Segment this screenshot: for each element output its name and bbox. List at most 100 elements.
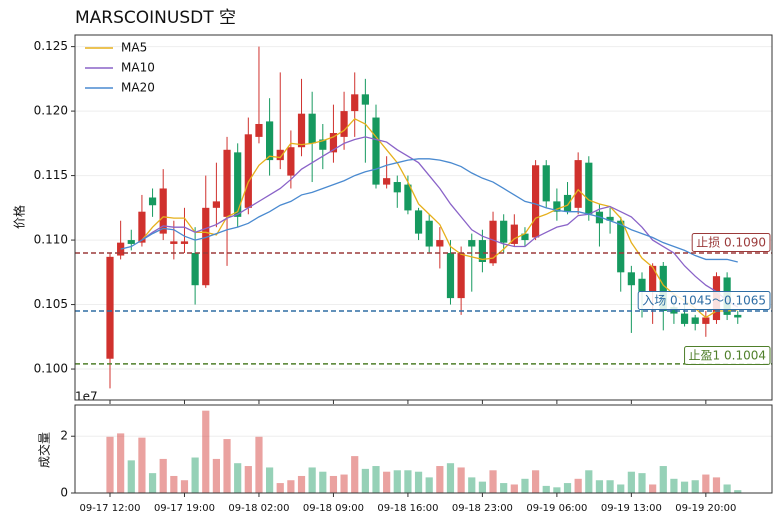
candle-body [244, 134, 252, 208]
candle-body [489, 220, 497, 264]
x-tick-label: 09-17 19:00 [154, 503, 215, 514]
candle-body [223, 149, 231, 217]
reference-label: 止盈1 0.1004 [684, 346, 771, 365]
y-tick-label: 0.100 [34, 362, 68, 376]
volume-bar [393, 470, 401, 493]
legend-label: MA10 [121, 61, 155, 75]
volume-bar [340, 474, 348, 493]
volume-bar [489, 470, 497, 493]
volume-bar [308, 467, 316, 493]
candle-body [617, 220, 625, 273]
volume-bar [446, 463, 455, 493]
reference-label-text: 入场 0.1045～0.1065 [642, 294, 766, 308]
candle-body [436, 240, 444, 247]
y-axis-label: 价格 [12, 205, 27, 229]
candle-body [521, 233, 529, 241]
volume-bar [329, 475, 338, 493]
volume-bar [159, 458, 167, 493]
volume-bar [202, 410, 210, 493]
volume-bar [627, 471, 635, 493]
candle-body [425, 220, 433, 247]
candle-body [255, 123, 263, 137]
candle-body [212, 201, 220, 208]
candle-body [297, 113, 306, 148]
offset-label: 1e7 [75, 390, 98, 404]
volume-bar [606, 480, 614, 493]
candle-body [170, 241, 178, 244]
candle-body [308, 113, 316, 144]
y-tick-label: 0.110 [34, 233, 68, 247]
volume-bar [585, 470, 593, 493]
candle-body [585, 162, 593, 215]
volume-bar [702, 474, 710, 493]
x-tick-label: 09-18 23:00 [452, 503, 513, 514]
candle-body [404, 184, 412, 211]
candle-body [361, 94, 369, 105]
volume-bar [510, 484, 518, 493]
volume-bar [670, 478, 678, 493]
candle-body [606, 216, 614, 221]
candle-body [148, 197, 157, 206]
volume-bar [638, 473, 646, 493]
candle-body [159, 188, 167, 234]
volume-bar [361, 468, 369, 493]
volume-bar [138, 437, 146, 493]
volume-bar [542, 485, 550, 493]
volume-bar [436, 466, 444, 493]
ma-line [141, 136, 739, 308]
candle-body [106, 256, 114, 359]
volume-bar [117, 433, 125, 493]
candle-body [372, 117, 380, 185]
volume-bar [319, 471, 327, 493]
reference-label-text: 止损 0.1090 [696, 236, 766, 250]
volume-bar [297, 475, 306, 493]
volume-bar [372, 466, 380, 493]
label-box [691, 233, 771, 252]
ma-line [141, 118, 738, 319]
y-tick-label: 0.105 [34, 297, 68, 311]
volume-bar [383, 471, 391, 493]
volume-bar [680, 481, 689, 493]
x-tick-label: 09-19 13:00 [601, 503, 662, 514]
volume-bar [287, 480, 295, 493]
reference-label: 止损 0.1090 [691, 233, 771, 252]
volume-bar [266, 467, 274, 493]
volume-bar [723, 484, 731, 493]
candle-body [287, 147, 295, 176]
label-box [684, 346, 771, 365]
volume-bar [691, 480, 699, 493]
candle-body [680, 313, 689, 324]
volume-bar [351, 456, 359, 493]
candle-body [319, 139, 327, 150]
y-tick-label: 0.115 [34, 168, 68, 182]
candle-body [500, 220, 508, 243]
volume-bar [425, 477, 433, 493]
y-tick-label: 0.120 [34, 104, 68, 118]
candle-body [329, 133, 338, 153]
volume-bar [414, 471, 423, 493]
candle-body [180, 241, 189, 244]
x-tick-label: 09-19 06:00 [526, 503, 587, 514]
volume-bar [649, 484, 657, 493]
volume-bar [532, 470, 540, 493]
y-tick-label: 0.125 [34, 39, 68, 53]
legend-label: MA20 [121, 81, 155, 95]
candle-body [138, 211, 146, 243]
x-tick-label: 09-18 09:00 [303, 503, 364, 514]
candle-body [734, 314, 742, 318]
candle-body [468, 240, 476, 247]
x-tick-label: 09-18 16:00 [377, 503, 438, 514]
candle-body [383, 178, 391, 185]
volume-bar [468, 477, 476, 493]
volume-bar [223, 439, 231, 493]
volume-bar [148, 473, 157, 493]
reference-label-text: 止盈1 0.1004 [689, 349, 766, 363]
candle-body [266, 121, 274, 161]
candle-body [649, 265, 657, 292]
candle-body [234, 152, 242, 217]
candle-body [510, 224, 518, 244]
candle-body [478, 240, 486, 262]
plot-frame [74, 34, 773, 401]
reference-label: 入场 0.1045～0.1065 [637, 291, 771, 310]
